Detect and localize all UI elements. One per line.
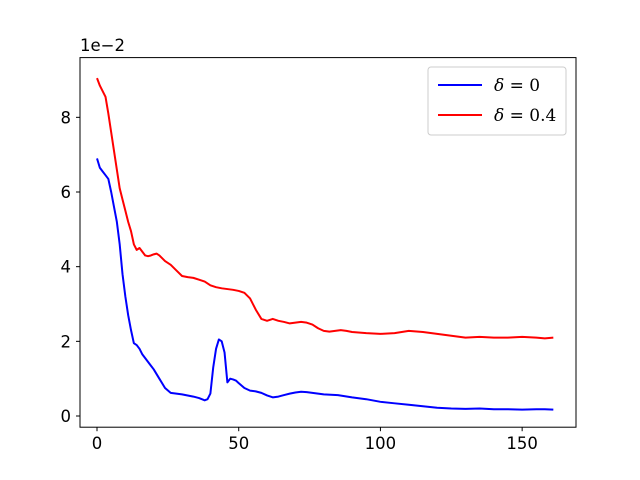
y-axis: 0 2 4 6 8 <box>61 108 80 426</box>
series-line-0 <box>96 158 554 411</box>
series-layer <box>96 77 554 411</box>
y-offset-text: 1e−2 <box>80 36 125 55</box>
legend-symbol-series-1: δ <box>494 106 504 126</box>
x-tick-label: 0 <box>92 434 103 453</box>
axes-frame <box>79 57 577 428</box>
legend-label-series-0: δ = 0 <box>494 76 540 96</box>
series-line-1 <box>96 77 554 340</box>
y-tick-label: 4 <box>61 258 72 277</box>
x-tick-label: 150 <box>506 434 538 453</box>
legend-rest-series-0: = 0 <box>504 76 540 96</box>
legend-symbol-series-0: δ <box>494 76 504 96</box>
x-tick-label: 100 <box>365 434 397 453</box>
legend-label-series-1: δ = 0.4 <box>494 106 556 126</box>
y-tick-label: 2 <box>61 332 72 351</box>
x-tick-label: 50 <box>228 434 249 453</box>
legend-rest-series-1: = 0.4 <box>504 106 556 126</box>
x-axis: 0 50 100 150 <box>92 427 538 453</box>
y-tick-label: 8 <box>61 108 72 127</box>
legend: δ = 0 δ = 0.4 <box>427 66 567 136</box>
y-tick-label: 6 <box>61 183 72 202</box>
y-tick-label: 0 <box>61 407 72 426</box>
